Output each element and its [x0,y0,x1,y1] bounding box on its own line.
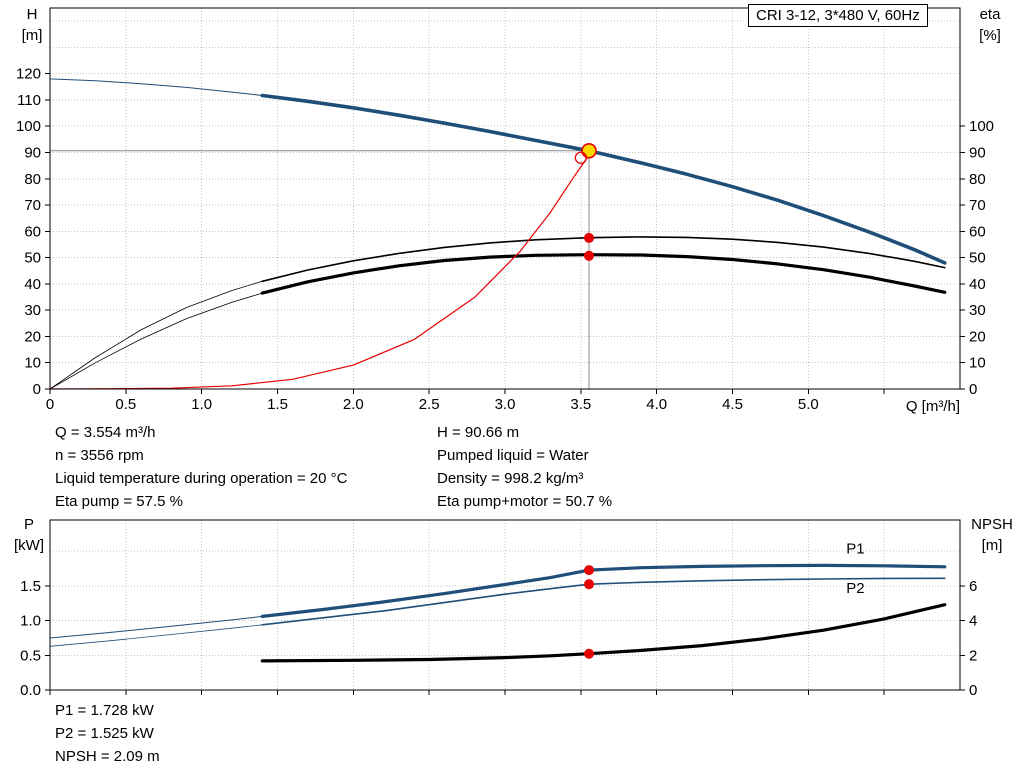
svg-text:0: 0 [46,396,54,412]
svg-text:2.0: 2.0 [343,396,364,412]
h-axis-label-line2: [m] [21,27,43,44]
info-npsh: NPSH = 2.09 m [55,748,160,765]
svg-text:80: 80 [969,171,986,188]
svg-text:6: 6 [969,578,977,595]
p2-marker [584,579,595,590]
eta-pump-curve-thin [49,280,263,390]
svg-text:1.5: 1.5 [20,578,41,595]
svg-text:60: 60 [24,223,41,240]
npsh-axis-label-line1: NPSH [971,516,1013,533]
svg-text:1.0: 1.0 [191,396,212,412]
svg-text:60: 60 [969,223,986,240]
power-info: P1 = 1.728 kW P2 = 1.525 kW NPSH = 2.09 … [55,699,160,768]
p2-curve-thin [49,624,263,647]
info-speed: n = 3556 rpm [55,447,144,464]
svg-text:4: 4 [969,613,977,630]
power-npsh-chart[interactable]: P1 P2 0.0 0.5 1.0 1.5 0 2 4 6 [0,512,1024,702]
svg-text:30: 30 [24,302,41,319]
h-curve-curve-thin [49,78,263,96]
svg-text:0.0: 0.0 [20,682,41,699]
p1-series-label: P1 [846,540,864,557]
eta-pump-motor-curve [260,253,947,295]
npsh-curve [260,603,947,663]
eta-axis-label: eta [%] [966,4,1014,46]
q-axis-label: Q [m³/h] [905,398,960,415]
eta-axis-label-line2: [%] [979,27,1001,44]
svg-text:90: 90 [969,145,986,162]
h-axis-label: H [m] [12,4,52,46]
duty-system-curve-curve [49,154,590,390]
svg-text:2: 2 [969,647,977,664]
svg-text:0: 0 [969,381,977,398]
info-head: H = 90.66 m [437,424,520,441]
svg-text:5.0: 5.0 [798,396,819,412]
svg-text:1.0: 1.0 [20,613,41,630]
svg-text:4.5: 4.5 [722,396,743,412]
svg-text:40: 40 [24,276,41,293]
p2-series-label: P2 [846,580,864,597]
eta-axis-label-line1: eta [979,6,1001,23]
npsh-axis-label-line2: [m] [981,537,1003,554]
svg-text:40: 40 [969,276,986,293]
svg-text:50: 50 [969,250,986,267]
svg-text:20: 20 [969,328,986,345]
svg-text:1.5: 1.5 [267,396,288,412]
info-flow: Q = 3.554 m³/h [55,424,156,441]
svg-text:80: 80 [24,171,41,188]
duty-info-left: Q = 3.554 m³/h n = 3556 rpm Liquid tempe… [55,421,347,513]
svg-text:90: 90 [24,145,41,162]
info-density: Density = 998.2 kg/m³ [437,470,584,487]
p1-curve-thin [49,615,263,639]
svg-text:70: 70 [24,197,41,214]
pump-model-title: CRI 3-12, 3*480 V, 60Hz [748,4,928,27]
p2-curve [261,577,946,626]
svg-text:30: 30 [969,302,986,319]
qh-eta-chart[interactable]: 0 10 20 30 40 50 60 70 80 90 100 110 120 0 10 20 30 40 50 6… [0,0,1024,412]
svg-text:3.5: 3.5 [570,396,591,412]
info-liquid-temp: Liquid temperature during operation = 20… [55,470,348,487]
p-axis-label-line1: P [23,516,34,533]
eta-pump-curve [261,236,946,283]
eta-pump-marker [584,232,595,243]
svg-text:50: 50 [24,250,41,267]
svg-text:110: 110 [17,92,41,109]
svg-text:0: 0 [969,682,977,699]
info-pumped-liquid: Pumped liquid = Water [437,447,589,464]
info-eta-pump: Eta pump = 57.5 % [55,493,183,510]
p1-marker [584,565,595,576]
duty-point-marker[interactable] [581,142,597,159]
svg-text:100: 100 [969,118,994,135]
svg-text:20: 20 [24,328,41,345]
svg-text:70: 70 [969,197,986,214]
eta-pump-motor-curve-thin [49,292,263,390]
svg-text:4.0: 4.0 [646,396,667,412]
svg-text:0: 0 [33,381,41,398]
svg-text:0.5: 0.5 [20,647,41,664]
duty-info-right: H = 90.66 m Pumped liquid = Water Densit… [437,421,612,513]
info-p1: P1 = 1.728 kW [55,702,154,719]
duty-curve-end-marker [574,151,587,164]
p-axis-label-line2: [kW] [14,537,44,554]
svg-text:10: 10 [969,355,986,372]
svg-text:10: 10 [24,355,41,372]
info-eta-pump-motor: Eta pump+motor = 50.7 % [437,493,613,510]
svg-text:3.0: 3.0 [495,396,516,412]
svg-text:2.5: 2.5 [419,396,440,412]
npsh-marker [584,648,595,659]
svg-text:0.5: 0.5 [115,396,136,412]
p-axis-label: P [kW] [6,514,52,556]
info-p2: P2 = 1.525 kW [55,725,154,742]
h-axis-label-line1: H [26,6,38,23]
p1-curve [260,563,947,618]
svg-text:100: 100 [16,118,41,135]
npsh-axis-label: NPSH [m] [962,514,1022,556]
eta-pump-motor-marker [584,250,595,261]
h-curve-curve [260,93,947,265]
svg-text:120: 120 [16,66,41,83]
